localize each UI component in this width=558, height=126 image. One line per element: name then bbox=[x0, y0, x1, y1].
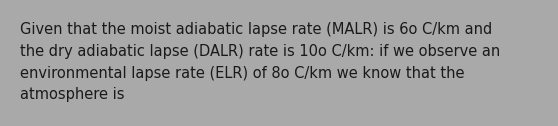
Text: Given that the moist adiabatic lapse rate (MALR) is 6o C/km and
the dry adiabati: Given that the moist adiabatic lapse rat… bbox=[20, 22, 500, 102]
